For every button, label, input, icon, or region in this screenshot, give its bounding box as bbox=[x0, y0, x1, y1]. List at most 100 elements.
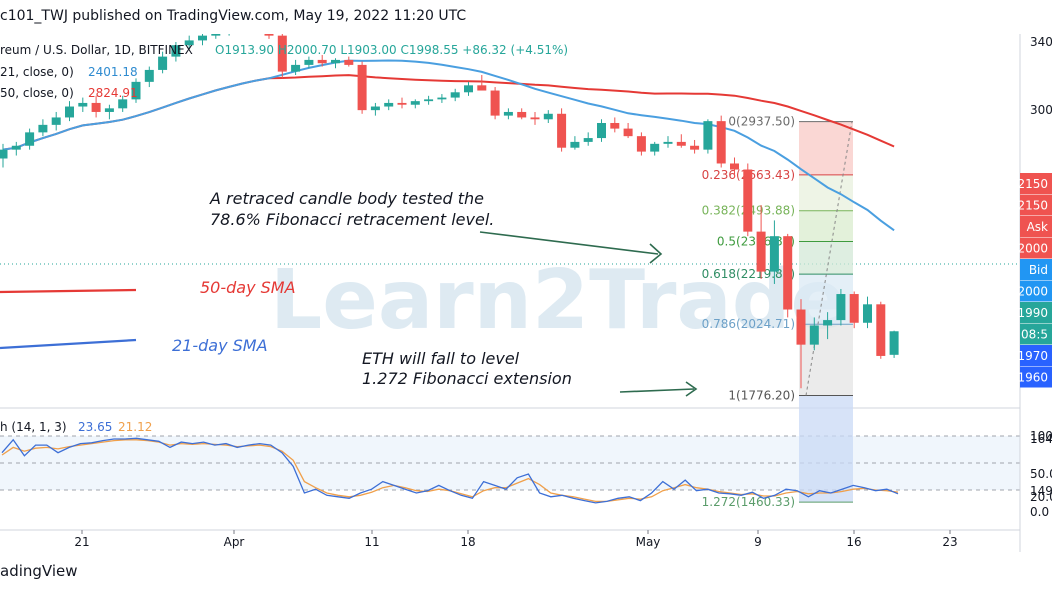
candle-body bbox=[570, 141, 580, 148]
stoch-legend-label: h (14, 1, 3) bbox=[0, 420, 67, 434]
price-label-box bbox=[1020, 216, 1052, 237]
price-label-text: 08:5 bbox=[1021, 328, 1048, 342]
eth-arrow bbox=[619, 388, 695, 393]
time-tick: 21 bbox=[74, 535, 89, 549]
candle-body bbox=[198, 35, 207, 41]
sma50-legend-stroke bbox=[0, 288, 137, 294]
candle-body bbox=[357, 64, 367, 111]
candle-body bbox=[437, 97, 447, 100]
price-label-box bbox=[1020, 259, 1052, 280]
candle-body bbox=[543, 113, 553, 120]
watermark-text: Learn2Trade bbox=[270, 253, 846, 348]
sma21-legend-value: 2401.18 bbox=[88, 65, 138, 79]
price-chart[interactable]: Learn2Trade 0(2937.50)0.236(2663.43)0.38… bbox=[0, 34, 1052, 552]
time-tick: Apr bbox=[224, 535, 245, 549]
retrace-arrowhead bbox=[649, 243, 663, 264]
candle-body bbox=[756, 231, 766, 272]
candle-body bbox=[184, 40, 194, 46]
retrace-note-line1: A retraced candle body tested the bbox=[209, 189, 484, 208]
time-axis[interactable]: 21 Apr 11 18 May 9 16 23 bbox=[74, 530, 958, 549]
candle-body bbox=[836, 294, 846, 321]
candle-body bbox=[730, 163, 739, 170]
stoch-d-value: 21.12 bbox=[118, 420, 152, 434]
price-label-text: Ask bbox=[1027, 220, 1048, 234]
candle-body bbox=[650, 143, 660, 152]
price-label-text: 2000 bbox=[1017, 285, 1048, 299]
fib-level-label: 1(1776.20) bbox=[728, 388, 795, 402]
candle-body bbox=[211, 34, 221, 36]
fib-zone-band bbox=[799, 241, 853, 275]
candle-body bbox=[623, 128, 633, 137]
candle-body bbox=[11, 145, 21, 150]
candle-body bbox=[0, 149, 8, 159]
price-tick: 3000 bbox=[1030, 103, 1052, 117]
stoch-axis: 100 50.0 20.00.0 bbox=[1030, 429, 1052, 519]
stoch-tick: 20.0 bbox=[1030, 490, 1052, 504]
candle-body bbox=[889, 331, 899, 355]
candle-body bbox=[291, 64, 301, 72]
symbol-legend: reum / U.S. Dollar, 1D, BITFINEX bbox=[0, 43, 193, 57]
candle-body bbox=[610, 122, 620, 129]
candle-body bbox=[25, 132, 35, 146]
time-tick: 16 bbox=[846, 535, 861, 549]
fib-zone-band bbox=[799, 121, 853, 175]
fib-level-label: 0.786(2024.71) bbox=[702, 317, 795, 331]
candle-body bbox=[796, 309, 806, 345]
tradingview-brand: adingView bbox=[0, 562, 78, 580]
candle-body bbox=[118, 99, 128, 109]
candle-body bbox=[743, 169, 753, 232]
price-label-text: Bid bbox=[1029, 263, 1048, 277]
candle-body bbox=[809, 325, 819, 345]
sma21-legend-stroke bbox=[0, 338, 137, 350]
sma50-legend-value: 2824.91 bbox=[88, 86, 138, 100]
time-tick: 11 bbox=[364, 535, 379, 549]
candle-body bbox=[91, 102, 101, 112]
candle-body bbox=[517, 111, 527, 118]
sma50-legend-label: 50, close, 0) bbox=[0, 86, 74, 100]
eth-note-line2: 1.272 Fibonacci extension bbox=[362, 369, 572, 388]
candle-body bbox=[158, 56, 168, 70]
candle-body bbox=[490, 90, 500, 116]
candle-body bbox=[636, 136, 646, 152]
candle-body bbox=[410, 101, 420, 105]
candles-group bbox=[0, 34, 899, 389]
stoch-k-line bbox=[1, 437, 899, 504]
time-tick: 9 bbox=[754, 535, 762, 549]
price-label-box bbox=[1020, 366, 1052, 388]
fib-zone-band bbox=[799, 395, 853, 503]
ohlc-legend: O1913.90 H2000.70 L1903.00 C1998.55 +86.… bbox=[215, 43, 568, 57]
price-tick: 3400 bbox=[1030, 35, 1052, 49]
candle-body bbox=[104, 108, 114, 112]
price-axis[interactable]: 34003000260021501640149021502150Ask2000B… bbox=[1017, 35, 1052, 498]
candle-body bbox=[317, 59, 327, 64]
candle-body bbox=[277, 35, 287, 72]
stoch-tick: 50.0 bbox=[1030, 467, 1052, 481]
publish-header: c101_TWJ published on TradingView.com, M… bbox=[0, 0, 1052, 34]
sma21-legend-label: 21, close, 0) bbox=[0, 65, 74, 79]
candle-body bbox=[849, 294, 859, 323]
stoch-k-value: 23.65 bbox=[78, 420, 112, 434]
fib-zone-band bbox=[799, 174, 853, 211]
candle-body bbox=[690, 145, 700, 150]
candle-body bbox=[397, 102, 407, 105]
price-label-box bbox=[1020, 173, 1052, 194]
candle-body bbox=[703, 121, 713, 150]
fib-zone-band bbox=[799, 210, 853, 242]
candle-body bbox=[769, 236, 779, 272]
price-label-box bbox=[1020, 345, 1052, 366]
fib-level-label: 1.272(1460.33) bbox=[702, 495, 795, 509]
candle-body bbox=[264, 34, 274, 36]
price-label-box bbox=[1020, 280, 1052, 302]
fib-level-label: 0(2937.50) bbox=[728, 115, 795, 129]
price-label-text: 2150 bbox=[1017, 199, 1048, 213]
candle-body bbox=[477, 85, 487, 91]
candle-body bbox=[370, 106, 380, 111]
eth-note-line1: ETH will fall to level bbox=[362, 349, 520, 368]
candle-body bbox=[530, 117, 540, 120]
fib-zone-band bbox=[799, 324, 853, 396]
price-label-box bbox=[1020, 302, 1052, 323]
sma21-line bbox=[2, 59, 895, 232]
retrace-note-line2: 78.6% Fibonacci retracement level. bbox=[210, 210, 494, 229]
candle-body bbox=[876, 304, 886, 356]
candle-body bbox=[783, 236, 793, 310]
